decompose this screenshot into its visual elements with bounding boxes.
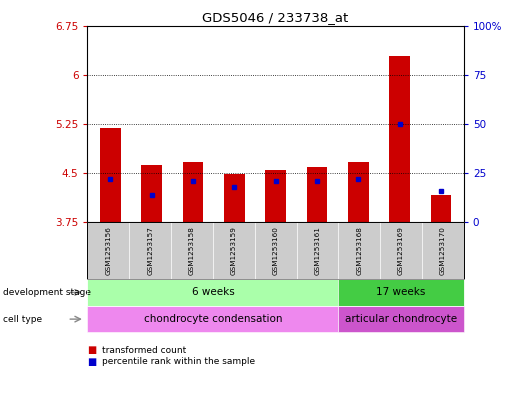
Bar [182,162,203,222]
Bar [100,129,120,222]
Title: GDS5046 / 233738_at: GDS5046 / 233738_at [202,11,349,24]
Text: GSM1253159: GSM1253159 [231,226,237,275]
Text: cell type: cell type [3,315,42,323]
Text: GSM1253169: GSM1253169 [398,226,404,275]
Text: development stage: development stage [3,288,91,297]
Bar [224,174,244,222]
Text: GSM1253170: GSM1253170 [440,226,446,275]
Bar [307,167,328,222]
Text: GSM1253161: GSM1253161 [314,226,321,275]
Text: percentile rank within the sample: percentile rank within the sample [102,358,255,366]
Bar [141,165,162,222]
Text: chondrocyte condensation: chondrocyte condensation [144,314,282,324]
Text: GSM1253156: GSM1253156 [105,226,111,275]
Text: GSM1253168: GSM1253168 [356,226,362,275]
Text: articular chondrocyte: articular chondrocyte [345,314,457,324]
Text: ■: ■ [87,357,96,367]
Text: transformed count: transformed count [102,346,187,354]
Text: GSM1253160: GSM1253160 [272,226,279,275]
Bar [390,56,410,222]
Text: ■: ■ [87,345,96,355]
Bar [348,162,369,222]
Text: GSM1253157: GSM1253157 [147,226,153,275]
Text: 17 weeks: 17 weeks [376,287,426,298]
Text: 6 weeks: 6 weeks [191,287,234,298]
Text: GSM1253158: GSM1253158 [189,226,195,275]
Bar [431,195,452,222]
Bar [265,170,286,222]
